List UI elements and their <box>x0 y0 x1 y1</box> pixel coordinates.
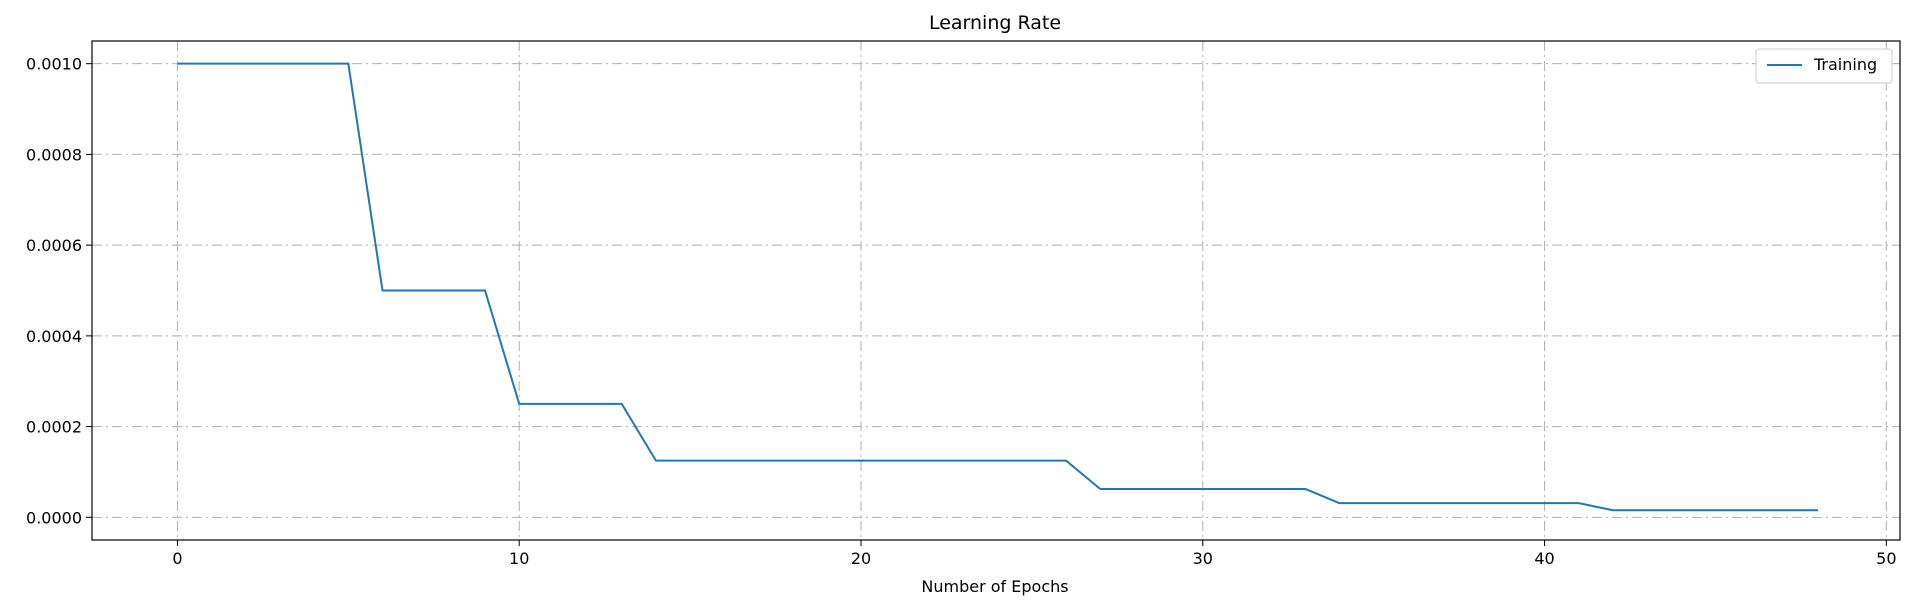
y-tick-label: 0.0006 <box>26 236 82 255</box>
x-axis-label: Number of Epochs <box>921 577 1068 596</box>
x-tick-label: 50 <box>1876 549 1896 568</box>
y-tick-label: 0.0008 <box>26 145 82 164</box>
tick-layer: 0 10 20 30 40 50 0.0000 0.0002 0.0004 0.0006 0.000… <box>26 55 1896 568</box>
y-tick-label: 0.0000 <box>26 508 82 527</box>
y-tick-label: 0.0004 <box>26 327 82 346</box>
legend-label-training: Training <box>1813 55 1877 74</box>
y-tick-label: 0.0010 <box>26 55 82 74</box>
legend-box <box>1755 48 1893 84</box>
x-tick-label: 30 <box>1193 549 1213 568</box>
legend: Training <box>1755 48 1893 84</box>
series-line-training <box>177 62 1818 512</box>
x-tick-label: 10 <box>509 549 529 568</box>
grid-layer <box>92 41 1900 540</box>
x-tick-label: 20 <box>851 549 871 568</box>
y-tick-label: 0.0002 <box>26 418 82 437</box>
x-tick-label: 40 <box>1534 549 1554 568</box>
x-tick-label: 0 <box>172 549 182 568</box>
chart-title: Learning Rate <box>929 12 1061 34</box>
series-layer <box>177 62 1818 512</box>
plot-area-frame <box>91 40 1901 541</box>
